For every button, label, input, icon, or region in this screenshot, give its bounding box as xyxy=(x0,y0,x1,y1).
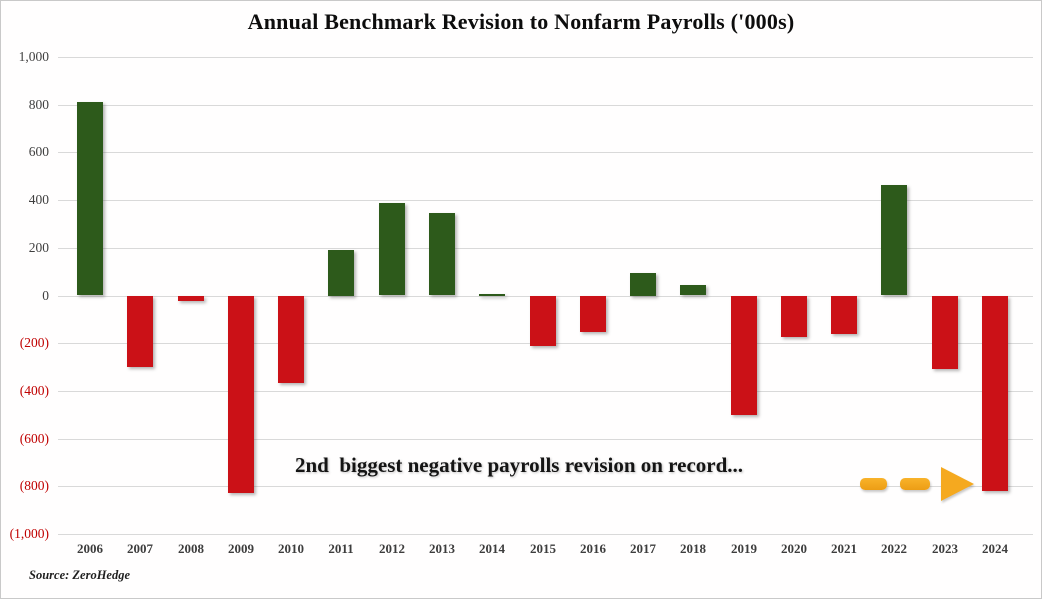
bar-2012 xyxy=(379,203,405,295)
x-tick-label-2018: 2018 xyxy=(680,541,706,556)
annotation-text: 2nd biggest negative payrolls revision o… xyxy=(295,453,744,477)
x-tick-label-2010: 2010 xyxy=(278,541,304,556)
arrow-dash-icon xyxy=(900,478,930,490)
bar-2009 xyxy=(228,296,254,493)
bar-2006 xyxy=(77,102,103,295)
bar-2014 xyxy=(479,294,505,296)
y-tick-label: (600) xyxy=(19,431,49,446)
x-tick-label-2008: 2008 xyxy=(178,541,204,556)
bar-2020 xyxy=(781,296,807,337)
bar-2024 xyxy=(982,296,1008,491)
y-tick-label: 0 xyxy=(42,288,49,303)
x-tick-label-2021: 2021 xyxy=(831,541,857,556)
x-tick-label-2016: 2016 xyxy=(580,541,606,556)
gridline-200 xyxy=(58,248,1033,249)
arrow-dash-icon xyxy=(860,478,887,490)
bar-2011 xyxy=(328,250,354,296)
x-tick-label-2015: 2015 xyxy=(530,541,556,556)
gridline-1000 xyxy=(58,57,1033,58)
bar-2007 xyxy=(127,296,153,367)
y-tick-label: (400) xyxy=(19,383,49,398)
gridline-400 xyxy=(58,200,1033,201)
x-tick-label-2009: 2009 xyxy=(228,541,254,556)
gridline--1000 xyxy=(58,534,1033,535)
bar-2017 xyxy=(630,273,656,296)
arrow-head-icon xyxy=(941,467,974,501)
gridline--800 xyxy=(58,486,1033,487)
y-tick-label: (200) xyxy=(19,335,49,350)
x-tick-label-2020: 2020 xyxy=(781,541,807,556)
y-tick-label: 1,000 xyxy=(18,49,49,64)
bar-2013 xyxy=(429,213,455,295)
x-tick-label-2022: 2022 xyxy=(881,541,907,556)
y-tick-label: 800 xyxy=(28,97,49,112)
x-tick-label-2024: 2024 xyxy=(982,541,1008,556)
y-tick-label: (800) xyxy=(19,478,49,493)
gridline-600 xyxy=(58,152,1033,153)
y-tick-label: 200 xyxy=(28,240,49,255)
source-credit: Source: ZeroHedge xyxy=(29,568,131,582)
bar-2018 xyxy=(680,285,706,295)
x-tick-label-2013: 2013 xyxy=(429,541,455,556)
y-tick-label: 600 xyxy=(28,144,49,159)
bar-2015 xyxy=(530,296,556,346)
bar-2023 xyxy=(932,296,958,369)
bar-2019 xyxy=(731,296,757,415)
bar-2008 xyxy=(178,296,204,301)
x-tick-label-2011: 2011 xyxy=(328,541,354,556)
x-tick-label-2017: 2017 xyxy=(630,541,656,556)
bar-2010 xyxy=(278,296,304,383)
x-tick-label-2014: 2014 xyxy=(479,541,505,556)
x-tick-label-2023: 2023 xyxy=(932,541,958,556)
gridline-800 xyxy=(58,105,1033,106)
bar-2016 xyxy=(580,296,606,332)
bar-2021 xyxy=(831,296,857,334)
x-tick-label-2007: 2007 xyxy=(127,541,153,556)
gridline--400 xyxy=(58,391,1033,392)
x-tick-label-2019: 2019 xyxy=(731,541,757,556)
chart-title: Annual Benchmark Revision to Nonfarm Pay… xyxy=(247,9,795,34)
bar-2022 xyxy=(881,185,907,295)
y-tick-label: 400 xyxy=(28,192,49,207)
gridline--600 xyxy=(58,439,1033,440)
x-tick-label-2006: 2006 xyxy=(77,541,103,556)
x-tick-label-2012: 2012 xyxy=(379,541,405,556)
y-tick-label: (1,000) xyxy=(9,526,49,541)
